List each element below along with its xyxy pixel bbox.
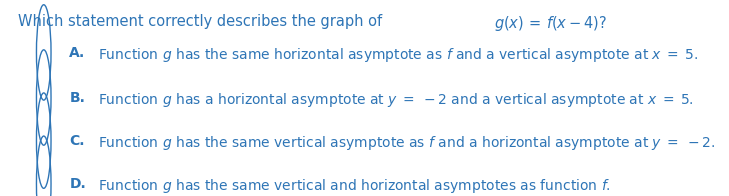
Text: Function $g$ has the same horizontal asymptote as $f$ and a vertical asymptote a: Function $g$ has the same horizontal asy… bbox=[98, 46, 698, 64]
Text: $g(x)\,=\,f(x-4)$?: $g(x)\,=\,f(x-4)$? bbox=[494, 14, 607, 33]
Text: Function $g$ has the same vertical asymptote as $f$ and a horizontal asymptote a: Function $g$ has the same vertical asymp… bbox=[98, 134, 716, 152]
Text: C.: C. bbox=[69, 134, 85, 148]
Text: B.: B. bbox=[69, 91, 85, 105]
Text: Function $g$ has the same vertical and horizontal asymptotes as function $f.$: Function $g$ has the same vertical and h… bbox=[98, 177, 611, 195]
Text: A.: A. bbox=[69, 46, 85, 60]
Text: Which statement correctly describes the graph of: Which statement correctly describes the … bbox=[18, 14, 387, 29]
Text: D.: D. bbox=[69, 177, 86, 191]
Text: Function $g$ has a horizontal asymptote at $y\;=\;-2$ and a vertical asymptote a: Function $g$ has a horizontal asymptote … bbox=[98, 91, 694, 109]
